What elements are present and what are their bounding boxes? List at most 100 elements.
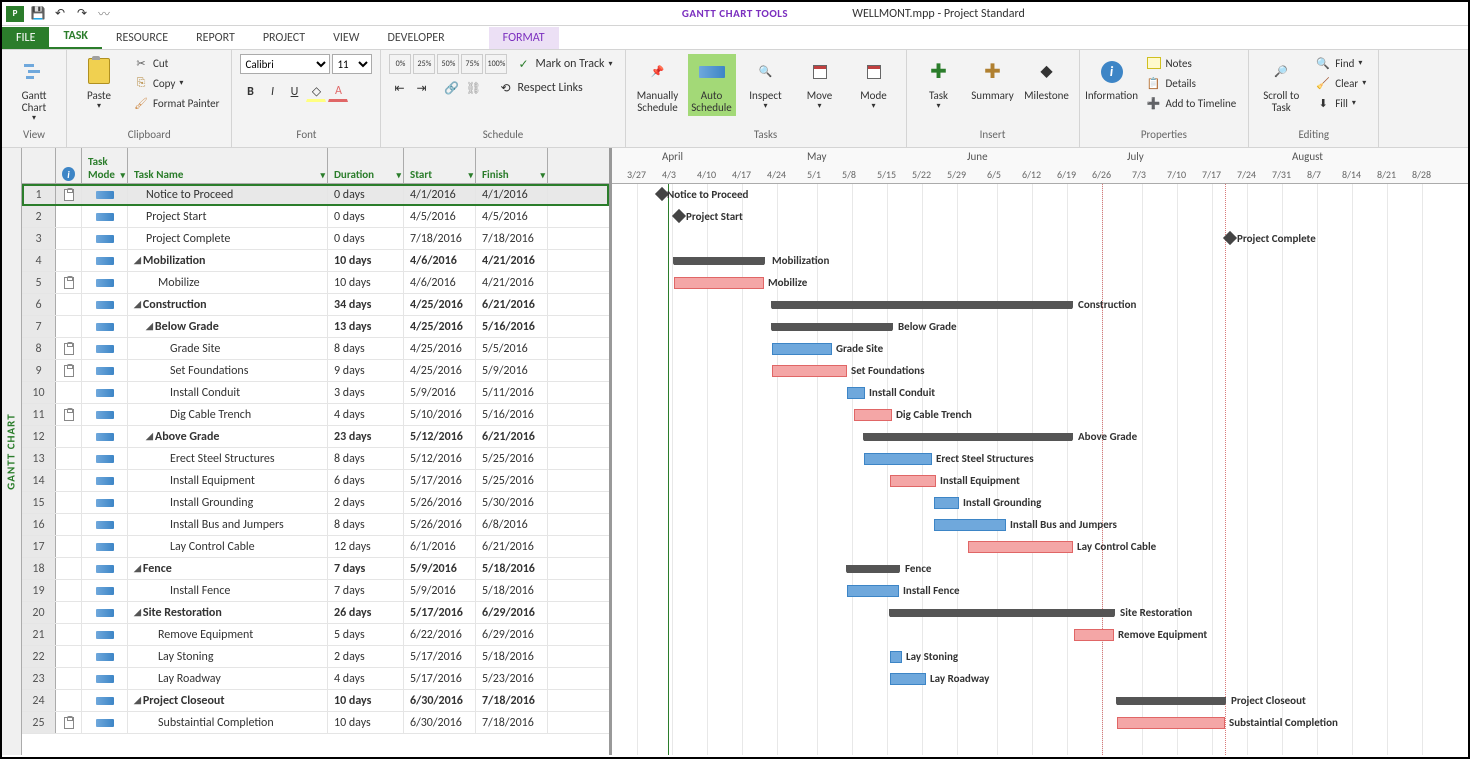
task-name-cell[interactable]: Project Complete — [128, 228, 328, 249]
task-name-cell[interactable]: Set Foundations — [128, 360, 328, 381]
row-index[interactable]: 12 — [22, 426, 56, 447]
summary-bar[interactable] — [772, 323, 892, 331]
information-button[interactable]: iInformation — [1088, 54, 1136, 104]
row-index[interactable]: 15 — [22, 492, 56, 513]
move-button[interactable]: Move▾ — [796, 54, 844, 113]
mode-cell[interactable] — [82, 558, 128, 579]
task-name-cell[interactable]: Project Start — [128, 206, 328, 227]
table-row[interactable]: 5Mobilize10 days4/6/20164/21/2016 — [22, 272, 609, 294]
redo-icon[interactable]: ↷ — [74, 6, 90, 22]
notes-button[interactable]: Notes — [1142, 54, 1241, 72]
mode-cell[interactable] — [82, 360, 128, 381]
add-timeline-button[interactable]: ➕Add to Timeline — [1142, 94, 1241, 112]
tab-report[interactable]: REPORT — [182, 27, 249, 49]
table-row[interactable]: 20◢Site Restoration26 days5/17/20166/29/… — [22, 602, 609, 624]
start-cell[interactable]: 6/30/2016 — [404, 690, 476, 711]
start-cell[interactable]: 4/6/2016 — [404, 272, 476, 293]
duration-cell[interactable]: 10 days — [328, 272, 404, 293]
task-name-cell[interactable]: Lay Roadway — [128, 668, 328, 689]
row-index[interactable]: 21 — [22, 624, 56, 645]
insert-task-button[interactable]: ✚Task▾ — [915, 54, 963, 113]
start-cell[interactable]: 4/25/2016 — [404, 294, 476, 315]
duration-cell[interactable]: 0 days — [328, 228, 404, 249]
format-painter-button[interactable]: 🖌Format Painter — [129, 94, 223, 112]
start-cell[interactable]: 4/25/2016 — [404, 360, 476, 381]
inspect-button[interactable]: 🔍Inspect▾ — [742, 54, 790, 113]
summary-bar[interactable] — [890, 609, 1114, 617]
task-name-cell[interactable]: Dig Cable Trench — [128, 404, 328, 425]
duration-cell[interactable]: 7 days — [328, 558, 404, 579]
font-color-button[interactable]: A — [328, 82, 348, 102]
duration-cell[interactable]: 8 days — [328, 514, 404, 535]
mode-cell[interactable] — [82, 206, 128, 227]
start-cell[interactable]: 5/10/2016 — [404, 404, 476, 425]
mode-button[interactable]: Mode▾ — [850, 54, 898, 113]
row-index[interactable]: 23 — [22, 668, 56, 689]
finish-cell[interactable]: 5/25/2016 — [476, 448, 548, 469]
row-index[interactable]: 2 — [22, 206, 56, 227]
clear-button[interactable]: 🧹Clear ▾ — [1311, 74, 1370, 92]
mode-cell[interactable] — [82, 250, 128, 271]
mode-cell[interactable] — [82, 712, 128, 733]
table-row[interactable]: 25 Substaintial Completion10 days6/30/201… — [22, 712, 609, 734]
finish-cell[interactable]: 4/5/2016 — [476, 206, 548, 227]
mode-cell[interactable] — [82, 624, 128, 645]
col-task-mode[interactable]: Task Mode▾ — [82, 148, 128, 183]
expand-icon[interactable]: ◢ — [134, 563, 141, 574]
task-name-cell[interactable]: Remove Equipment — [128, 624, 328, 645]
mode-cell[interactable] — [82, 404, 128, 425]
mode-cell[interactable] — [82, 690, 128, 711]
finish-cell[interactable]: 4/21/2016 — [476, 250, 548, 271]
start-cell[interactable]: 5/26/2016 — [404, 514, 476, 535]
table-row[interactable]: 13Erect Steel Structures8 days5/12/20165… — [22, 448, 609, 470]
task-bar[interactable] — [968, 541, 1073, 553]
duration-cell[interactable]: 10 days — [328, 250, 404, 271]
row-index[interactable]: 20 — [22, 602, 56, 623]
cut-button[interactable]: ✂Cut — [129, 54, 223, 72]
pct-50-button[interactable]: 50% — [437, 54, 459, 74]
task-bar[interactable] — [772, 365, 847, 377]
table-row[interactable]: 9Set Foundations9 days4/25/20165/9/2016 — [22, 360, 609, 382]
table-row[interactable]: 4◢Mobilization10 days4/6/20164/21/2016 — [22, 250, 609, 272]
row-index[interactable]: 6 — [22, 294, 56, 315]
finish-cell[interactable]: 5/18/2016 — [476, 646, 548, 667]
row-index[interactable]: 25 — [22, 712, 56, 733]
duration-cell[interactable]: 6 days — [328, 470, 404, 491]
mark-on-track-button[interactable]: ✓Mark on Track ▾ — [511, 55, 616, 73]
task-bar[interactable] — [854, 409, 892, 421]
start-cell[interactable]: 7/18/2016 — [404, 228, 476, 249]
duration-cell[interactable]: 10 days — [328, 712, 404, 733]
duration-cell[interactable]: 5 days — [328, 624, 404, 645]
row-index[interactable]: 17 — [22, 536, 56, 557]
scroll-to-task-button[interactable]: 🔎Scroll to Task — [1257, 54, 1305, 116]
mode-cell[interactable] — [82, 470, 128, 491]
summary-bar[interactable] — [847, 565, 899, 573]
pct-0-button[interactable]: 0% — [389, 54, 411, 74]
manually-schedule-button[interactable]: 📌Manually Schedule — [634, 54, 682, 116]
table-row[interactable]: 3Project Complete0 days7/18/20167/18/201… — [22, 228, 609, 250]
row-index[interactable]: 10 — [22, 382, 56, 403]
task-name-cell[interactable]: ◢Site Restoration — [128, 602, 328, 623]
duration-cell[interactable]: 2 days — [328, 492, 404, 513]
underline-button[interactable]: U — [284, 82, 304, 102]
task-name-cell[interactable]: Substaintial Completion — [128, 712, 328, 733]
start-cell[interactable]: 5/9/2016 — [404, 382, 476, 403]
start-cell[interactable]: 6/1/2016 — [404, 536, 476, 557]
table-row[interactable]: 17Lay Control Cable12 days6/1/20166/21/2… — [22, 536, 609, 558]
duration-cell[interactable]: 34 days — [328, 294, 404, 315]
table-row[interactable]: 12◢Above Grade23 days5/12/20166/21/2016 — [22, 426, 609, 448]
table-row[interactable]: 21Remove Equipment5 days6/22/20166/29/20… — [22, 624, 609, 646]
row-index[interactable]: 18 — [22, 558, 56, 579]
insert-milestone-button[interactable]: ◆Milestone — [1023, 54, 1071, 104]
gantt-body[interactable]: Notice to ProceedProject StartProject Co… — [612, 184, 1468, 755]
finish-cell[interactable]: 5/18/2016 — [476, 558, 548, 579]
table-row[interactable]: 19Install Fence7 days5/9/20165/18/2016 — [22, 580, 609, 602]
col-duration[interactable]: Duration▾ — [328, 148, 404, 183]
task-bar[interactable] — [1074, 629, 1114, 641]
mode-cell[interactable] — [82, 272, 128, 293]
milestone-marker[interactable] — [672, 209, 686, 223]
task-bar[interactable] — [934, 519, 1006, 531]
start-cell[interactable]: 6/30/2016 — [404, 712, 476, 733]
task-bar[interactable] — [674, 277, 764, 289]
tab-project[interactable]: PROJECT — [249, 27, 319, 49]
